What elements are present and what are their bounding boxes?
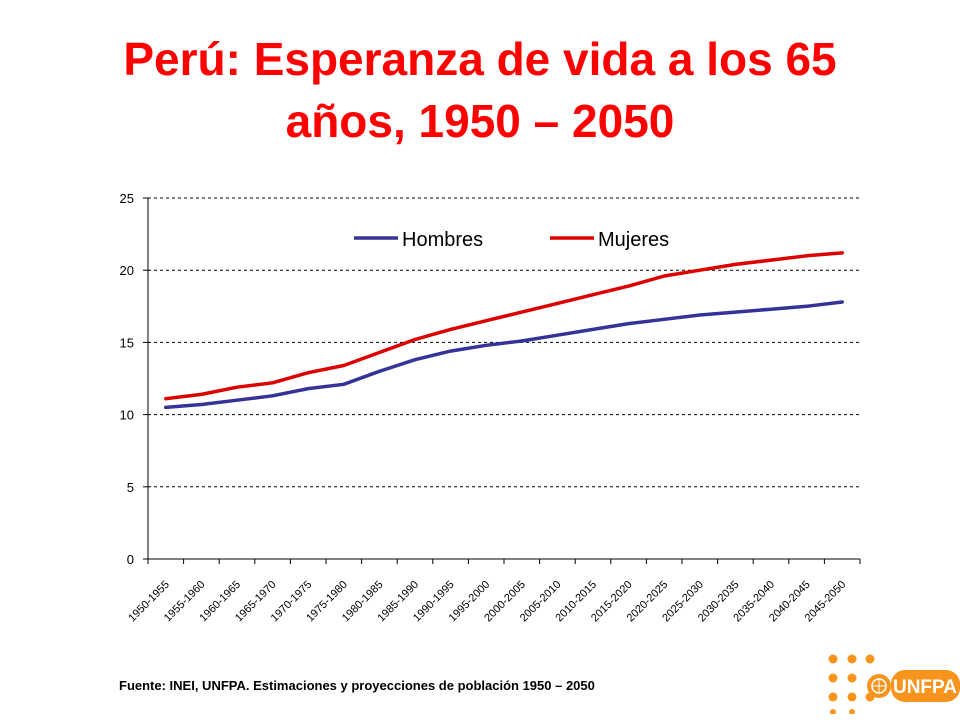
- data-point-hombres: [271, 394, 275, 398]
- data-point-hombres: [805, 304, 809, 308]
- chart-series: [164, 251, 844, 410]
- data-point-mujeres: [449, 327, 453, 331]
- data-point-hombres: [698, 313, 702, 317]
- y-tick-label: 5: [127, 480, 134, 495]
- data-point-mujeres: [377, 351, 381, 355]
- unfpa-dots-icon: [828, 654, 875, 714]
- data-point-hombres: [769, 307, 773, 311]
- data-point-mujeres: [484, 319, 488, 323]
- unfpa-logo-text: UNFPA: [893, 677, 957, 698]
- x-axis-ticks: 1950-19551955-19601960-19651965-19701970…: [126, 559, 861, 624]
- data-point-hombres: [199, 402, 203, 406]
- data-point-mujeres: [698, 268, 702, 272]
- y-tick-label: 15: [120, 335, 134, 350]
- data-point-mujeres: [805, 254, 809, 258]
- data-point-mujeres: [413, 338, 417, 342]
- unfpa-logo: UNFPA: [828, 654, 960, 714]
- data-point-hombres: [520, 339, 524, 343]
- data-point-hombres: [306, 387, 310, 391]
- data-point-mujeres: [555, 301, 559, 305]
- data-point-mujeres: [520, 310, 524, 314]
- series-line-mujeres: [164, 251, 844, 401]
- y-tick-label: 25: [120, 191, 134, 206]
- data-point-mujeres: [627, 284, 631, 288]
- data-point-hombres: [484, 343, 488, 347]
- data-point-mujeres: [306, 371, 310, 375]
- slide-title-line1: Perú: Esperanza de vida a los 65: [123, 33, 837, 85]
- data-point-hombres: [377, 369, 381, 373]
- data-point-hombres: [840, 300, 844, 304]
- data-point-mujeres: [733, 262, 737, 266]
- data-point-hombres: [413, 358, 417, 362]
- data-point-hombres: [164, 405, 168, 409]
- unfpa-badge: [891, 670, 960, 702]
- un-emblem-icon: [867, 674, 891, 698]
- y-tick-label: 20: [120, 263, 134, 278]
- data-point-mujeres: [591, 293, 595, 297]
- data-point-hombres: [591, 327, 595, 331]
- data-point-mujeres: [235, 385, 239, 389]
- data-point-mujeres: [342, 364, 346, 368]
- data-point-hombres: [235, 398, 239, 402]
- data-point-mujeres: [769, 258, 773, 262]
- data-point-hombres: [627, 322, 631, 326]
- y-tick-label: 0: [127, 552, 134, 567]
- data-point-mujeres: [164, 397, 168, 401]
- data-point-hombres: [662, 317, 666, 321]
- legend-label-mujeres: Mujeres: [598, 229, 669, 251]
- source-note: Fuente: INEI, UNFPA. Estimaciones y proy…: [119, 678, 595, 693]
- data-point-mujeres: [840, 251, 844, 255]
- y-axis-ticks: 0 5 10 15 20 25: [120, 191, 148, 567]
- data-point-hombres: [733, 310, 737, 314]
- data-point-mujeres: [271, 381, 275, 385]
- data-point-hombres: [449, 349, 453, 353]
- slide-title-line2: años, 1950 – 2050: [285, 95, 675, 147]
- data-point-hombres: [555, 333, 559, 337]
- chart-axes: [147, 198, 860, 560]
- data-point-hombres: [342, 382, 346, 386]
- y-tick-label: 10: [120, 408, 134, 423]
- data-point-mujeres: [662, 274, 666, 278]
- slide-title: Perú: Esperanza de vida a los 65 años, 1…: [0, 28, 960, 152]
- data-point-mujeres: [199, 392, 203, 396]
- series-line-hombres: [164, 300, 844, 410]
- chart-legend: Hombres Mujeres: [354, 229, 669, 251]
- legend-label-hombres: Hombres: [402, 229, 483, 251]
